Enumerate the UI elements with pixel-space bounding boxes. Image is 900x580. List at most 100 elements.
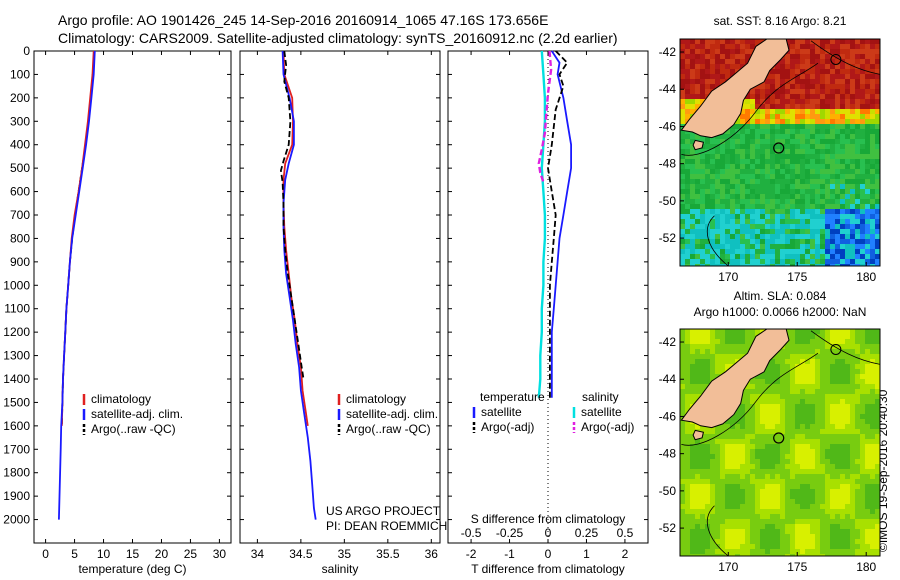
map-cell: [760, 94, 766, 100]
map-cell: [735, 534, 741, 540]
map-cell: [800, 39, 806, 45]
map-cell: [810, 344, 816, 350]
map-cell: [725, 484, 731, 490]
map-cell: [860, 209, 866, 215]
map-cell: [710, 174, 716, 180]
map-cell: [790, 534, 796, 540]
map-cell: [870, 254, 876, 260]
map-cell: [830, 84, 836, 90]
map-cell: [680, 469, 686, 475]
map-cell: [875, 409, 880, 415]
map-cell: [725, 349, 731, 355]
map-cell: [790, 119, 796, 125]
map-cell: [815, 169, 821, 175]
map-cell: [865, 134, 871, 140]
map-cell: [825, 449, 831, 455]
map-cell: [725, 544, 731, 550]
map-cell: [790, 224, 796, 230]
map-cell: [725, 224, 731, 230]
map-cell: [715, 489, 721, 495]
map-cell: [735, 254, 741, 260]
map-cell: [825, 214, 831, 220]
map-cell: [870, 444, 876, 450]
map-cell: [810, 239, 816, 245]
map-cell: [840, 329, 846, 335]
map-cell: [715, 59, 721, 65]
map-cell: [700, 199, 706, 205]
map-cell: [840, 434, 846, 440]
map-cell: [815, 354, 821, 360]
map-cell: [690, 369, 696, 375]
map-cell: [805, 69, 811, 75]
map-cell: [790, 439, 796, 445]
map-cell: [800, 74, 806, 80]
map-cell: [780, 484, 786, 490]
map-cell: [770, 539, 776, 545]
map-cell: [840, 94, 846, 100]
map-cell: [820, 409, 826, 415]
map-cell: [740, 449, 746, 455]
map-cell: [820, 429, 826, 435]
map-cell: [860, 129, 866, 135]
map-cell: [810, 119, 816, 125]
map-cell: [825, 354, 831, 360]
map-cell: [765, 104, 771, 110]
map-cell: [715, 159, 721, 165]
map-cell: [870, 239, 876, 245]
map-cell: [740, 139, 746, 145]
map-cell: [765, 84, 771, 90]
map-cell: [725, 59, 731, 65]
map-cell: [840, 149, 846, 155]
map-cell: [820, 254, 826, 260]
map-cell: [685, 74, 691, 80]
map-cell: [850, 164, 856, 170]
map-cell: [680, 444, 686, 450]
map-cell: [780, 164, 786, 170]
map-cell: [680, 464, 686, 470]
map-cell: [790, 129, 796, 135]
map-cell: [830, 199, 836, 205]
map-cell: [875, 259, 880, 265]
map-cell: [860, 119, 866, 125]
map-cell: [735, 189, 741, 195]
map-cell: [685, 524, 691, 530]
map-cell: [870, 159, 876, 165]
map-cell: [750, 264, 756, 266]
map-cell: [845, 104, 851, 110]
map-cell: [875, 444, 880, 450]
map-cell: [725, 359, 731, 365]
map-cell: [865, 459, 871, 465]
map-cell: [800, 494, 806, 500]
map-cell: [775, 454, 781, 460]
map-cell: [775, 514, 781, 520]
map-cell: [840, 169, 846, 175]
map-cell: [725, 204, 731, 210]
map-cell: [775, 389, 781, 395]
map-cell: [875, 179, 880, 185]
map-cell: [710, 374, 716, 380]
map-cell: [820, 379, 826, 385]
map-cell: [845, 174, 851, 180]
map-cell: [815, 239, 821, 245]
map-cell: [825, 494, 831, 500]
map-cell: [765, 454, 771, 460]
map-cell: [855, 149, 861, 155]
map-cell: [815, 529, 821, 535]
map-cell: [765, 524, 771, 530]
map-cell: [760, 149, 766, 155]
map-cell: [695, 179, 701, 185]
map-cell: [760, 159, 766, 165]
map-cell: [735, 349, 741, 355]
map-cell: [810, 149, 816, 155]
map-cell: [785, 174, 791, 180]
map-cell: [860, 439, 866, 445]
map-cell: [710, 339, 716, 345]
map-cell: [845, 79, 851, 85]
map-cell: [710, 369, 716, 375]
map-cell: [690, 494, 696, 500]
map-cell: [755, 214, 761, 220]
map-cell: [850, 89, 856, 95]
y-tick-label: 1500: [3, 395, 30, 409]
map-cell: [805, 449, 811, 455]
map-cell: [680, 544, 686, 550]
